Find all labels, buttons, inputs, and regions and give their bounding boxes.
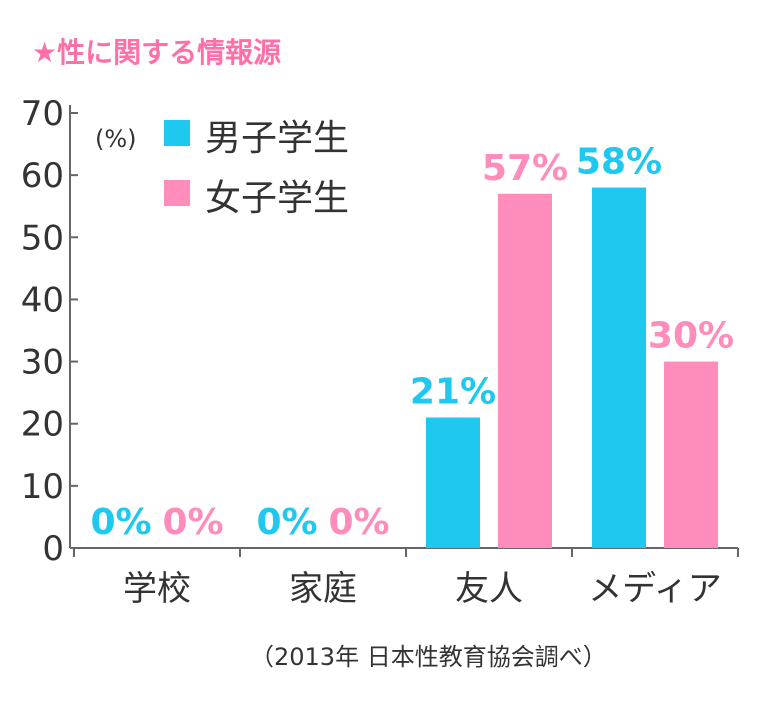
bar-1-2: [498, 193, 552, 549]
bars: [426, 187, 718, 549]
bar-0-3: [592, 187, 646, 549]
data-labels: 0% 0% 0% 0% 21% 57% 58% 30%: [90, 142, 734, 543]
category-label-0: 学校: [123, 569, 191, 609]
axes: 0 10 20 30 40 50 60 70 学校 家庭 友人 メディア: [21, 94, 739, 609]
y-tick-label-70: 70: [21, 94, 64, 134]
chart-title: ★性に関する情報源: [32, 36, 281, 69]
category-label-2: 友人: [455, 569, 523, 609]
legend-swatch-female: [164, 180, 190, 206]
data-label-1-3: 30%: [648, 316, 734, 357]
bar-1-3: [664, 361, 718, 548]
legend: 男子学生 女子学生: [164, 118, 349, 219]
data-label-1-1: 0%: [328, 502, 389, 543]
data-label-0-1: 0%: [256, 502, 317, 543]
y-tick-label-60: 60: [21, 156, 64, 196]
legend-label-male: 男子学生: [205, 118, 349, 159]
bar-0-2: [426, 417, 480, 548]
category-label-1: 家庭: [289, 569, 357, 609]
data-label-0-2: 21%: [410, 372, 496, 413]
category-label-3: メディア: [588, 569, 722, 609]
y-tick-label-0: 0: [42, 529, 64, 569]
unit-label: (%): [95, 125, 137, 153]
data-label-0-3: 58%: [576, 142, 662, 183]
y-tick-label-10: 10: [21, 467, 64, 507]
data-label-0-0: 0%: [90, 502, 151, 543]
source-note: （2013年 日本性教育協会調べ）: [250, 643, 607, 671]
y-tick-label-40: 40: [21, 280, 64, 320]
y-tick-label-20: 20: [21, 405, 64, 445]
y-tick-label-30: 30: [21, 343, 64, 383]
data-label-1-2: 57%: [482, 148, 568, 189]
legend-swatch-male: [164, 120, 190, 146]
data-label-1-0: 0%: [162, 502, 223, 543]
y-tick-label-50: 50: [21, 218, 64, 258]
legend-label-female: 女子学生: [205, 178, 349, 219]
